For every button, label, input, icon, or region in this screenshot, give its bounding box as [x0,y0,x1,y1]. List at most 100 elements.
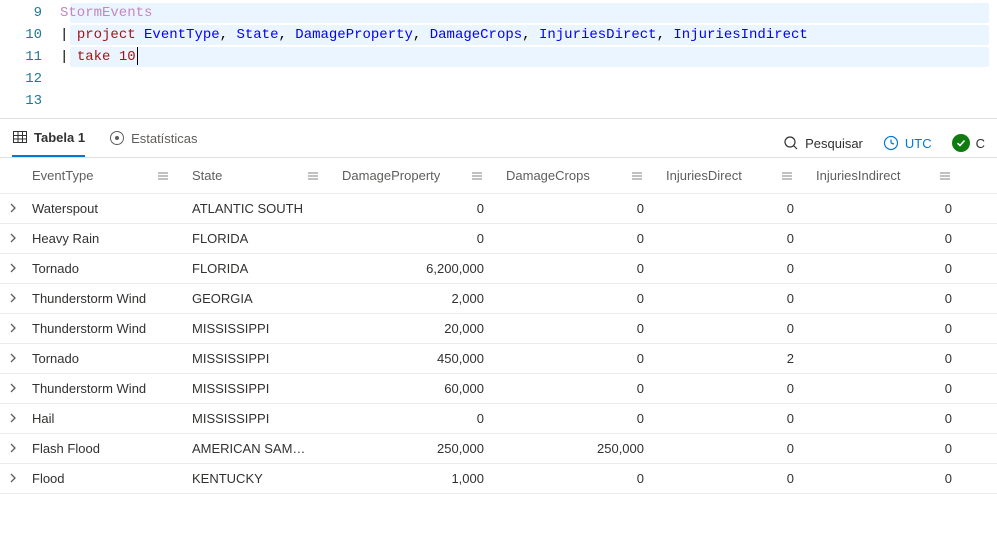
expand-row-button[interactable] [0,411,24,426]
editor-line[interactable]: 10| project EventType, State, DamageProp… [0,24,997,46]
cell-DamageProperty: 0 [334,201,498,216]
cell-DamageProperty: 20,000 [334,321,498,336]
table-row[interactable]: Thunderstorm WindMISSISSIPPI60,000000 [0,374,997,404]
column-label: InjuriesIndirect [816,168,901,183]
cell-InjuriesDirect: 0 [658,411,808,426]
editor-line[interactable]: 12 [0,68,997,90]
column-menu-icon[interactable] [156,169,170,183]
expand-row-button[interactable] [0,291,24,306]
column-label: EventType [32,168,93,183]
cell-InjuriesIndirect: 0 [808,471,966,486]
column-menu-icon[interactable] [630,169,644,183]
cell-State: AMERICAN SAM… [184,441,334,456]
expand-row-button[interactable] [0,321,24,336]
table-row[interactable]: TornadoFLORIDA6,200,000000 [0,254,997,284]
table-row[interactable]: Thunderstorm WindGEORGIA2,000000 [0,284,997,314]
column-header-EventType[interactable]: EventType [24,168,184,183]
column-menu-icon[interactable] [470,169,484,183]
table-row[interactable]: Flash FloodAMERICAN SAM…250,000250,00000 [0,434,997,464]
query-editor[interactable]: 9StormEvents10| project EventType, State… [0,0,997,118]
cell-InjuriesIndirect: 0 [808,321,966,336]
column-header-State[interactable]: State [184,168,334,183]
table-icon [12,129,28,145]
status-tool[interactable]: C [952,134,985,152]
cell-InjuriesDirect: 0 [658,201,808,216]
column-header-DamageCrops[interactable]: DamageCrops [498,168,658,183]
cell-State: MISSISSIPPI [184,411,334,426]
expand-row-button[interactable] [0,261,24,276]
cell-InjuriesIndirect: 0 [808,291,966,306]
tab-stats[interactable]: Estatísticas [109,129,197,157]
cell-DamageCrops: 0 [498,321,658,336]
line-number: 13 [0,90,60,112]
cell-EventType: Tornado [24,261,184,276]
cell-InjuriesIndirect: 0 [808,381,966,396]
cell-State: MISSISSIPPI [184,381,334,396]
column-label: DamageCrops [506,168,590,183]
status-label: C [976,136,985,151]
cell-InjuriesIndirect: 0 [808,351,966,366]
line-number: 11 [0,46,60,68]
cell-DamageProperty: 2,000 [334,291,498,306]
expand-row-button[interactable] [0,441,24,456]
search-label: Pesquisar [805,136,863,151]
code-content[interactable]: StormEvents [60,2,152,24]
table-row[interactable]: WaterspoutATLANTIC SOUTH0000 [0,194,997,224]
cell-State: MISSISSIPPI [184,351,334,366]
text-cursor [137,47,138,65]
table-row[interactable]: TornadoMISSISSIPPI450,000020 [0,344,997,374]
cell-DamageCrops: 0 [498,291,658,306]
cell-DamageCrops: 0 [498,381,658,396]
cell-DamageProperty: 0 [334,231,498,246]
editor-line[interactable]: 13 [0,90,997,112]
cell-InjuriesIndirect: 0 [808,261,966,276]
table-row[interactable]: Heavy RainFLORIDA0000 [0,224,997,254]
cell-DamageCrops: 250,000 [498,441,658,456]
cell-DamageProperty: 450,000 [334,351,498,366]
cell-EventType: Waterspout [24,201,184,216]
cell-InjuriesDirect: 0 [658,261,808,276]
cell-InjuriesIndirect: 0 [808,231,966,246]
column-menu-icon[interactable] [780,169,794,183]
cell-InjuriesIndirect: 0 [808,201,966,216]
cell-State: KENTUCKY [184,471,334,486]
cell-EventType: Thunderstorm Wind [24,291,184,306]
cell-InjuriesDirect: 0 [658,291,808,306]
cell-DamageProperty: 1,000 [334,471,498,486]
column-header-DamageProperty[interactable]: DamageProperty [334,168,498,183]
results-header: Tabela 1 Estatísticas Pesquisar UTC C [0,118,997,157]
cell-State: FLORIDA [184,261,334,276]
results-grid: EventType State DamageProperty DamageCrops I… [0,157,997,494]
expand-row-button[interactable] [0,231,24,246]
column-menu-icon[interactable] [938,169,952,183]
cell-DamageCrops: 0 [498,471,658,486]
column-label: State [192,168,222,183]
timezone-tool[interactable]: UTC [883,135,932,151]
table-row[interactable]: Thunderstorm WindMISSISSIPPI20,000000 [0,314,997,344]
editor-line[interactable]: 11| take 10 [0,46,997,68]
tab-table[interactable]: Tabela 1 [12,129,85,157]
editor-line[interactable]: 9StormEvents [0,2,997,24]
cell-InjuriesDirect: 2 [658,351,808,366]
cell-DamageProperty: 60,000 [334,381,498,396]
cell-EventType: Thunderstorm Wind [24,381,184,396]
column-menu-icon[interactable] [306,169,320,183]
column-header-InjuriesDirect[interactable]: InjuriesDirect [658,168,808,183]
expand-row-button[interactable] [0,471,24,486]
tab-table-label: Tabela 1 [34,130,85,145]
code-content[interactable]: | project EventType, State, DamageProper… [60,24,808,46]
search-tool[interactable]: Pesquisar [783,135,863,151]
cell-DamageProperty: 6,200,000 [334,261,498,276]
table-row[interactable]: FloodKENTUCKY1,000000 [0,464,997,494]
cell-InjuriesIndirect: 0 [808,441,966,456]
cell-EventType: Flood [24,471,184,486]
column-header-InjuriesIndirect[interactable]: InjuriesIndirect [808,168,966,183]
tab-stats-label: Estatísticas [131,131,197,146]
code-content[interactable]: | take 10 [60,46,138,68]
table-row[interactable]: HailMISSISSIPPI0000 [0,404,997,434]
cell-EventType: Thunderstorm Wind [24,321,184,336]
expand-row-button[interactable] [0,381,24,396]
expand-row-button[interactable] [0,201,24,216]
expand-row-button[interactable] [0,351,24,366]
cell-DamageProperty: 0 [334,411,498,426]
